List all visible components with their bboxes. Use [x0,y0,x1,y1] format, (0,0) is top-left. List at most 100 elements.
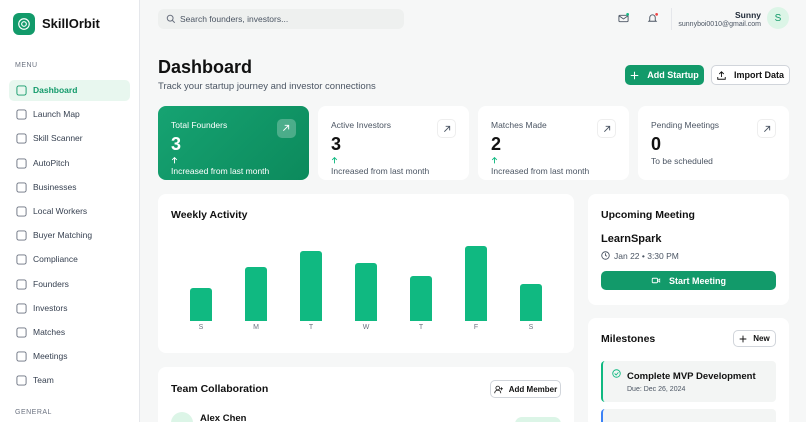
stat-note: Increased from last month [491,156,589,176]
avatar[interactable]: S [767,7,789,29]
new-label: New [753,334,770,343]
stat-link[interactable] [437,119,456,138]
nav-icon [16,158,27,169]
member-avatar [171,412,193,422]
nav-label: Meetings [33,351,68,362]
x-tick-label: F [473,324,479,331]
chart-card: Weekly Activity S M T W T F S [158,194,574,353]
arrow-icon [444,125,451,132]
stat-value: 3 [331,134,342,154]
add-member-button[interactable]: Add Member [490,380,561,398]
import-data-button[interactable]: Import Data [711,65,790,85]
stat-note: Increased from last month [171,156,269,176]
nav-label: Compliance [33,254,78,265]
nav-item[interactable]: Matches [9,322,130,343]
nav-item[interactable]: Investors [9,298,130,319]
search-box[interactable]: Search founders, investors... [158,9,404,29]
stat-link[interactable] [597,119,616,138]
stat-note: Increased from last month [331,156,429,176]
import-data-label: Import Data [733,70,784,80]
video-icon [651,277,661,284]
nav-label: Investors [33,302,68,313]
stat-label: Pending Meetings [651,120,720,130]
x-tick-label: T [418,324,424,331]
bar [465,246,487,321]
bar [355,263,377,321]
start-meeting-button[interactable]: Start Meeting [601,271,776,290]
nav-label: Founders [33,278,69,289]
chart-title: Weekly Activity [171,209,248,221]
add-startup-button[interactable]: Add Startup [625,65,704,85]
import-icon [717,70,726,80]
clock-icon [601,251,610,260]
stat-note-text: Increased from last month [331,166,430,176]
stat-value: 2 [491,134,502,154]
plus-icon [739,335,747,342]
nav-icon [16,182,27,193]
milestone-item [601,409,776,422]
page-title: Dashboard [158,57,253,77]
meeting-heading: Upcoming Meeting [601,209,695,221]
nav-label: Team [33,375,54,386]
stat-link[interactable] [277,119,296,138]
nav-label: AutoPitch [33,157,70,168]
nav-item[interactable]: Buyer Matching [9,225,130,246]
stat-note-text: To be scheduled [651,156,713,166]
nav-icon [16,133,27,144]
nav-label: Local Workers [33,206,88,216]
check-icon [612,369,621,378]
logo [13,13,35,35]
up-arrow [331,157,338,164]
arrow-icon [283,124,290,131]
nav-icon [16,109,27,120]
new-button[interactable]: New [733,330,776,347]
nav-item[interactable]: Skill Scanner [9,128,130,149]
bar [245,267,267,321]
nav-item[interactable]: Launch Map [9,104,130,125]
nav-item[interactable]: Local Workers [9,201,130,222]
x-tick-label: S [198,324,204,331]
milestones-card: Milestones New Complete MVP Development Due… [588,318,789,422]
nav-label: Skill Scanner [33,133,83,144]
arrow-icon [764,125,771,132]
general-label: GENERAL [15,409,52,416]
stat-label: Total Founders [171,120,228,130]
milestone-title: Complete MVP Development [627,371,756,382]
member-name: Alex Chen [200,413,247,422]
stat-card: Matches Made 2 Increased from last month [478,106,629,180]
stat-label: Matches Made [491,120,547,130]
nav-icon [16,85,27,96]
up-arrow [491,157,498,164]
search-icon [166,14,176,24]
stat-note: To be scheduled [651,156,713,166]
nav-icon [16,327,27,338]
nav-icon [16,375,27,386]
nav-label: Matches [33,327,66,337]
user-name: Sunny [735,10,761,20]
x-tick-label: W [362,324,370,331]
nav-label: Launch Map [33,109,80,120]
stat-label: Active Investors [331,120,391,130]
stat-link[interactable] [757,119,776,138]
x-tick-label: T [308,324,314,331]
nav-item[interactable]: Meetings [9,346,130,367]
stat-card: Total Founders 3 Increased from last month [158,106,309,180]
nav-item[interactable]: Businesses [9,177,130,198]
arrow-icon [604,125,611,132]
nav-item[interactable]: AutoPitch [9,153,130,174]
nav-icon [16,279,27,290]
nav-label: Businesses [33,181,77,192]
search-placeholder: Search founders, investors... [180,14,289,24]
milestone-item: Complete MVP Development Due: Dec 26, 202… [601,361,776,402]
add-member-label: Add Member [508,384,558,394]
bar [410,276,432,321]
nav-item[interactable]: Compliance [9,249,130,270]
nav-item[interactable]: Team [9,370,130,391]
nav-item[interactable]: Dashboard [9,80,130,101]
team-card: Team Collaboration Add Member Alex Chen [158,367,574,422]
stat-note-text: Increased from last month [171,166,270,176]
nav-item[interactable]: Founders [9,274,130,295]
up-arrow [171,157,178,164]
brand: SkillOrbit [42,16,100,31]
